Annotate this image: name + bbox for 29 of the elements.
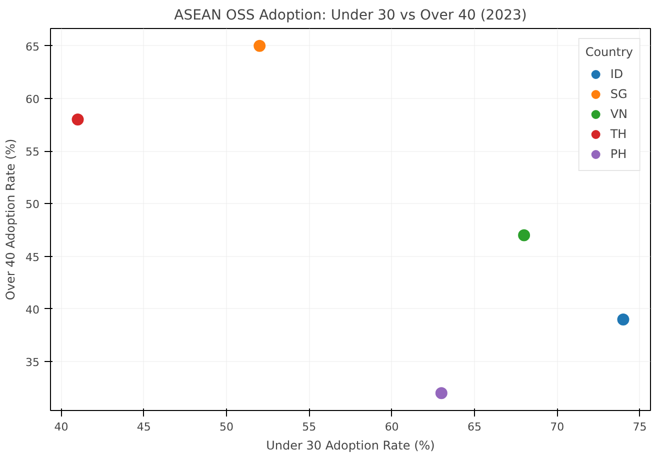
x-tick-label: 60: [384, 420, 399, 434]
x-tick-label: 50: [220, 420, 234, 434]
x-tick-label: 40: [54, 420, 68, 434]
legend-title: Country: [585, 45, 633, 59]
y-tick-label: 50: [26, 198, 40, 212]
x-tick-label: 45: [136, 420, 151, 434]
point: [72, 114, 84, 126]
point: [518, 229, 530, 242]
y-tick-label: 40: [26, 303, 40, 316]
chart-title: ASEAN OSS Adoption: Under 30 vs Over 40 (2023): [174, 8, 527, 24]
x-tick-label: 55: [302, 420, 316, 434]
y-tick-label: 45: [26, 250, 40, 264]
point: [435, 387, 448, 400]
legend-label: PH: [610, 147, 628, 161]
y-tick-label: 65: [26, 40, 40, 54]
legend-label: VN: [610, 107, 629, 121]
legend-label: TH: [610, 127, 628, 141]
legend-label: SG: [610, 87, 628, 101]
y-tick-label: 35: [26, 356, 40, 370]
legend-label: ID: [610, 67, 624, 81]
y-tick-label: 55: [26, 146, 40, 159]
x-tick-label: 70: [550, 420, 564, 434]
y-axis-title: Over 40 Adoption Rate (%): [4, 138, 18, 300]
x-axis-title: Under 30 Adoption Rate (%): [266, 438, 435, 452]
y-tick-label: 60: [26, 92, 40, 106]
point: [254, 40, 266, 52]
x-tick-label: 75: [632, 420, 647, 434]
point: [617, 313, 630, 326]
x-tick-label: 65: [467, 420, 482, 434]
